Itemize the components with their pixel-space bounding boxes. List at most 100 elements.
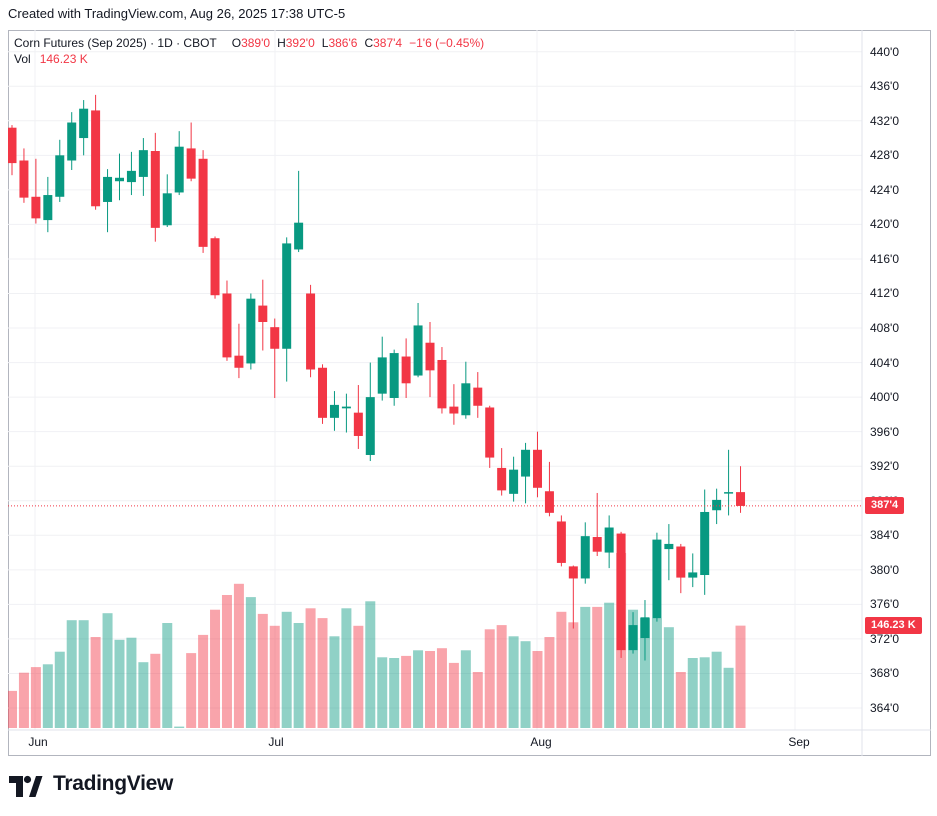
candle-body bbox=[67, 122, 77, 161]
volume-bar bbox=[508, 636, 519, 728]
candle-body bbox=[497, 467, 507, 491]
candle-body bbox=[592, 537, 602, 552]
month-label: Sep bbox=[788, 735, 810, 749]
month-label: Jun bbox=[28, 735, 48, 749]
volume-bar bbox=[305, 608, 316, 728]
symbol-title: Corn Futures (Sep 2025) · 1D · CBOT bbox=[14, 36, 217, 50]
candle-body bbox=[437, 359, 447, 409]
candle-wick bbox=[345, 393, 347, 433]
chart-legend[interactable]: Corn Futures (Sep 2025) · 1D · CBOT O389'… bbox=[14, 36, 484, 51]
price-tick-label: 416'0 bbox=[870, 251, 899, 266]
candle-wick bbox=[548, 461, 550, 517]
month-label: Aug bbox=[530, 735, 552, 749]
chart-pane[interactable] bbox=[8, 30, 931, 756]
candle-body bbox=[329, 404, 339, 418]
volume-label: Vol bbox=[14, 52, 31, 66]
volume-bar bbox=[365, 601, 376, 728]
candle-body bbox=[246, 298, 256, 364]
high-value: 392'0 bbox=[285, 36, 315, 50]
candle-body bbox=[31, 196, 41, 219]
volume-bar bbox=[341, 608, 352, 728]
volume-bar bbox=[699, 657, 710, 728]
tradingview-logo-text: TradingView bbox=[53, 772, 174, 795]
high-label: H bbox=[277, 36, 286, 50]
candle-body bbox=[580, 536, 590, 579]
candle-body bbox=[103, 176, 113, 202]
price-tick-label: 432'0 bbox=[870, 113, 899, 128]
volume-legend[interactable]: Vol 146.23 K bbox=[14, 52, 88, 67]
price-tick-label: 440'0 bbox=[870, 44, 899, 59]
candle-wick bbox=[238, 323, 240, 379]
price-tick-label: 428'0 bbox=[870, 148, 899, 163]
candle-body bbox=[91, 110, 101, 207]
candle-body bbox=[377, 357, 387, 394]
candle-body bbox=[449, 406, 459, 414]
price-tick-label: 364'0 bbox=[870, 700, 899, 715]
candle-body bbox=[485, 407, 495, 458]
volume-bar bbox=[484, 629, 495, 728]
candle-body bbox=[724, 492, 734, 494]
volume-bar bbox=[102, 613, 113, 728]
volume-bar bbox=[377, 657, 388, 728]
candle-body bbox=[79, 108, 89, 139]
volume-bar bbox=[436, 648, 447, 728]
volume-bar bbox=[675, 672, 686, 728]
candle-wick bbox=[740, 466, 742, 513]
volume-bar bbox=[198, 634, 209, 728]
candle-body bbox=[568, 566, 578, 579]
volume-bar bbox=[556, 611, 567, 728]
candle-body bbox=[473, 387, 483, 406]
candle-body bbox=[162, 193, 172, 226]
volume-bar bbox=[353, 625, 364, 728]
attribution-text: Created with TradingView.com, Aug 26, 20… bbox=[8, 6, 346, 21]
candle-body bbox=[19, 160, 29, 198]
volume-bar bbox=[114, 639, 125, 728]
candle-body bbox=[736, 492, 746, 506]
candle-wick bbox=[453, 384, 455, 425]
volume-bar bbox=[663, 627, 674, 728]
candle-wick bbox=[35, 158, 37, 224]
candle-body bbox=[509, 469, 519, 494]
volume-bar bbox=[245, 597, 256, 728]
price-tick-label: 396'0 bbox=[870, 424, 899, 439]
candle-body bbox=[222, 293, 232, 358]
tradingview-logo[interactable]: TradingView bbox=[8, 770, 173, 798]
low-value: 386'6 bbox=[328, 36, 358, 50]
volume-bar bbox=[723, 667, 734, 728]
price-tick-label: 368'0 bbox=[870, 666, 899, 681]
volume-bar bbox=[30, 667, 41, 728]
volume-bar bbox=[293, 623, 304, 728]
candle-body bbox=[234, 355, 244, 368]
price-tick-label: 436'0 bbox=[870, 79, 899, 94]
volume-bar bbox=[42, 664, 53, 728]
volume-bar bbox=[472, 672, 483, 728]
change-value: −1'6 (−0.45%) bbox=[409, 36, 485, 50]
candle-body bbox=[174, 146, 184, 193]
candle-body bbox=[532, 449, 542, 488]
candle-body bbox=[318, 367, 328, 418]
volume-bar bbox=[460, 650, 471, 728]
candle-body bbox=[556, 521, 566, 563]
volume-bar bbox=[496, 625, 507, 728]
volume-value: 146.23 K bbox=[39, 52, 88, 66]
candle-body bbox=[389, 353, 399, 398]
candle-wick bbox=[668, 524, 670, 581]
candle-body bbox=[365, 397, 375, 455]
volume-bar bbox=[329, 636, 340, 728]
candle-body bbox=[43, 195, 53, 221]
price-tick-label: 408'0 bbox=[870, 321, 899, 336]
volume-bar bbox=[8, 690, 17, 728]
open-value: 389'0 bbox=[241, 36, 271, 50]
candle-wick bbox=[596, 492, 598, 557]
volume-bar bbox=[90, 637, 101, 728]
volume-bar bbox=[687, 658, 698, 728]
price-tick-label: 412'0 bbox=[870, 286, 899, 301]
volume-bar bbox=[735, 625, 746, 728]
tradingview-logo-icon bbox=[9, 775, 43, 797]
volume-bar bbox=[639, 618, 650, 728]
candle-body bbox=[688, 572, 698, 578]
volume-bar bbox=[448, 662, 459, 728]
price-tick-label: 424'0 bbox=[870, 182, 899, 197]
candle-wick bbox=[728, 449, 730, 516]
volume-bar bbox=[257, 613, 268, 728]
